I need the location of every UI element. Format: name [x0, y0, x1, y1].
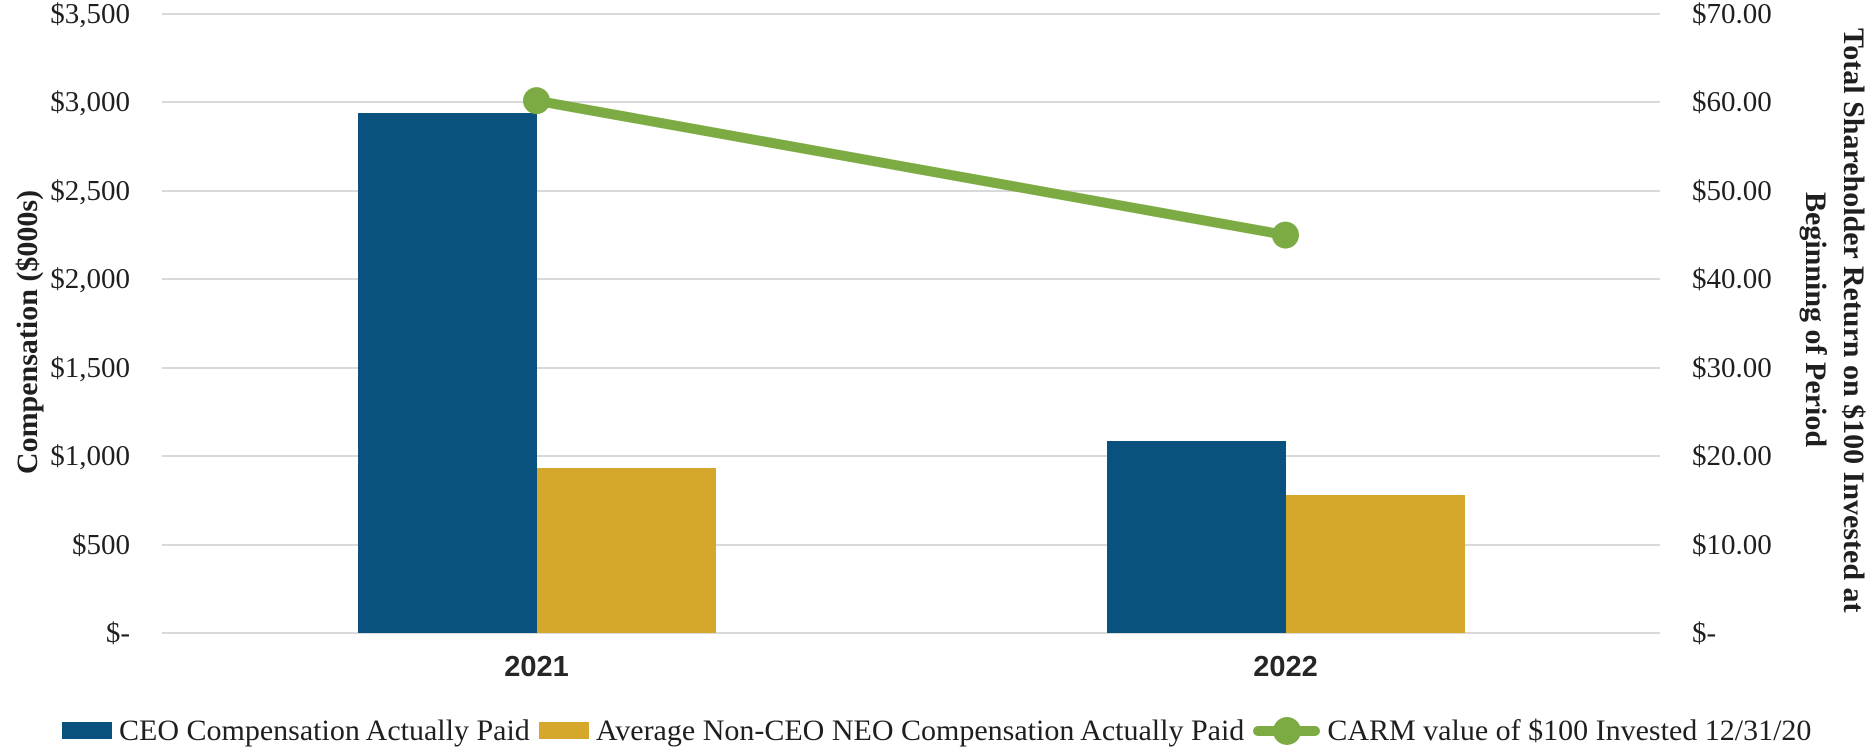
- legend-swatch-neo-icon: [538, 722, 589, 739]
- tsr-marker-2022: [1272, 221, 1299, 249]
- right-axis-tick: $10.00: [1692, 528, 1772, 561]
- right-axis-tick: $20.00: [1692, 440, 1772, 473]
- legend-item-ceo-compensation: CEO Compensation Actually Paid: [62, 714, 530, 748]
- legend-label-neo-compensation: Average Non-CEO NEO Compensation Actuall…: [595, 713, 1245, 747]
- legend: CEO Compensation Actually Paid Average N…: [62, 712, 1822, 749]
- left-axis-tick: $3,500: [50, 0, 130, 30]
- gridline: [162, 543, 1660, 546]
- x-label-2022: 2022: [1253, 651, 1318, 683]
- plot-area: [162, 13, 1660, 634]
- bar-ceo-2022: [1106, 441, 1286, 633]
- tsr-marker-2021: [523, 87, 550, 115]
- left-axis-tick: $1,500: [50, 351, 130, 384]
- bar-neo-2021: [536, 467, 716, 633]
- gridline: [162, 13, 1660, 15]
- legend-label-carm-value: CARM value of $100 Invested 12/31/20: [1327, 713, 1812, 747]
- right-axis-tick: $60.00: [1692, 86, 1772, 119]
- bar-ceo-2021: [357, 113, 537, 633]
- legend-item-neo-compensation: Average Non-CEO NEO Compensation Actuall…: [538, 713, 1245, 748]
- gridline: [162, 101, 1660, 104]
- left-axis-tick: $500: [72, 528, 130, 561]
- x-label-2021: 2021: [504, 651, 569, 683]
- legend-swatch-ceo-icon: [62, 722, 112, 739]
- right-axis-tick: $70.00: [1692, 0, 1772, 30]
- right-axis-title: Total Shareholder Return on $100 Investe…: [1796, 0, 1872, 640]
- right-axis-title-line-2: Beginning of Period: [1799, 192, 1832, 448]
- left-axis-tick: $2,500: [50, 174, 130, 207]
- left-axis-tick: $2,000: [50, 263, 130, 296]
- tsr-line-series: [523, 87, 1299, 249]
- tsr-line: [535, 95, 1287, 240]
- gridline: [162, 366, 1660, 369]
- right-axis-title-line-1: Total Shareholder Return on $100 Investe…: [1837, 27, 1870, 613]
- legend-line-marker-icon: [1253, 716, 1321, 745]
- left-axis-tick: $-: [105, 617, 130, 649]
- right-axis-tick: $50.00: [1692, 174, 1772, 207]
- gridline: [162, 455, 1660, 458]
- bar-neo-2022: [1285, 495, 1465, 633]
- legend-label-ceo-compensation: CEO Compensation Actually Paid: [119, 713, 530, 747]
- legend-item-carm-value: CARM value of $100 Invested 12/31/20: [1253, 714, 1811, 748]
- right-axis-tick: $40.00: [1692, 263, 1772, 296]
- left-axis-tick: $1,000: [50, 440, 130, 473]
- right-axis-tick: $30.00: [1692, 351, 1772, 384]
- gridline: [162, 632, 1660, 634]
- right-axis-tick: $-: [1692, 617, 1717, 649]
- legend-line-dot: [1273, 716, 1302, 745]
- gridline: [162, 278, 1660, 281]
- gridline: [162, 189, 1660, 192]
- left-axis-tick: $3,000: [50, 86, 130, 119]
